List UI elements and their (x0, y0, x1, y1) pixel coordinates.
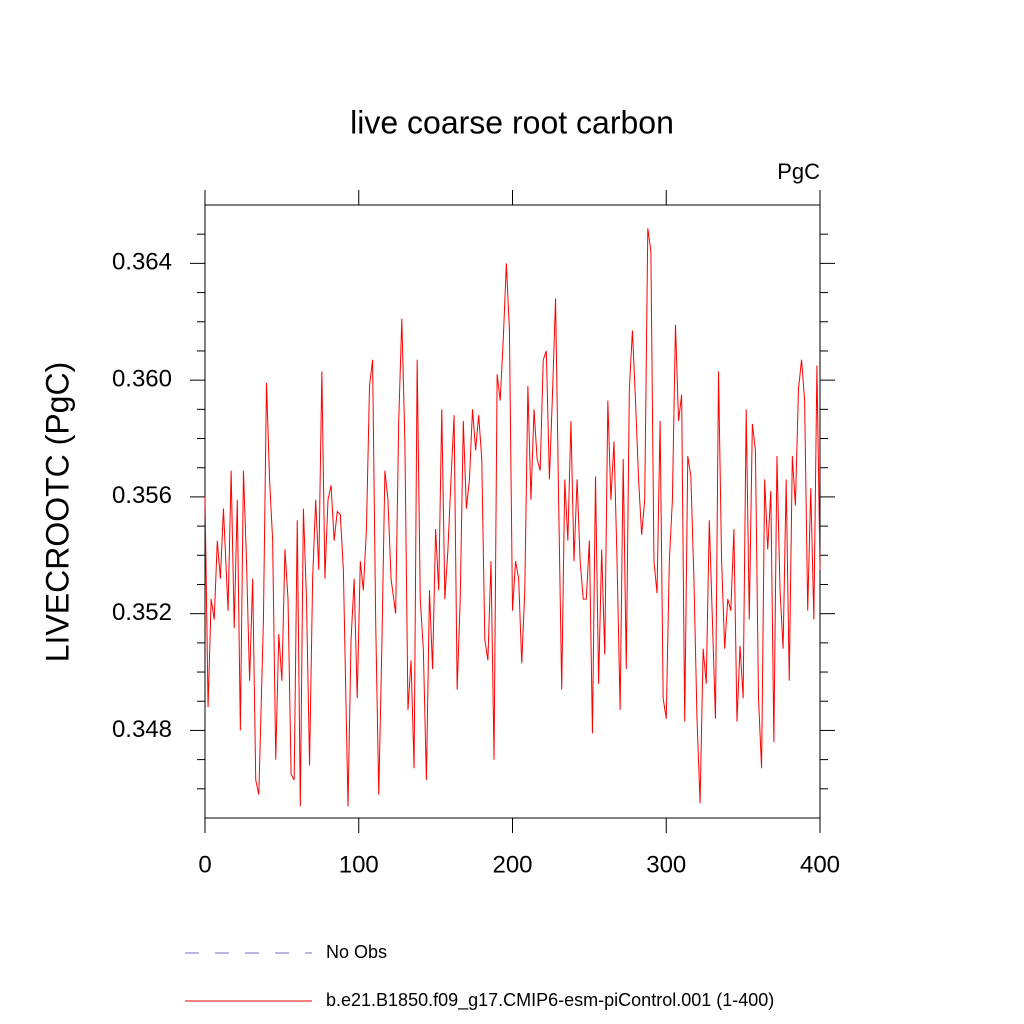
x-tick-label: 200 (492, 851, 532, 878)
x-tick-label: 0 (198, 851, 211, 878)
legend-label: b.e21.B1850.f09_g17.CMIP6-esm-piControl.… (326, 990, 774, 1011)
y-tick-label: 0.348 (112, 716, 172, 743)
y-tick-label: 0.364 (112, 249, 172, 276)
y-axis-label: LIVECROOTC (PgC) (39, 362, 75, 662)
legend-label: No Obs (326, 942, 387, 962)
y-tick-label: 0.360 (112, 365, 172, 392)
y-tick-label: 0.356 (112, 482, 172, 509)
chart-title: live coarse root carbon (350, 104, 674, 140)
y-tick-label: 0.352 (112, 599, 172, 626)
x-tick-label: 100 (339, 851, 379, 878)
x-tick-label: 400 (800, 851, 840, 878)
plot-frame (204, 204, 821, 819)
x-tick-label: 300 (646, 851, 686, 878)
units-label: PgC (777, 159, 820, 184)
data-line (204, 228, 821, 807)
